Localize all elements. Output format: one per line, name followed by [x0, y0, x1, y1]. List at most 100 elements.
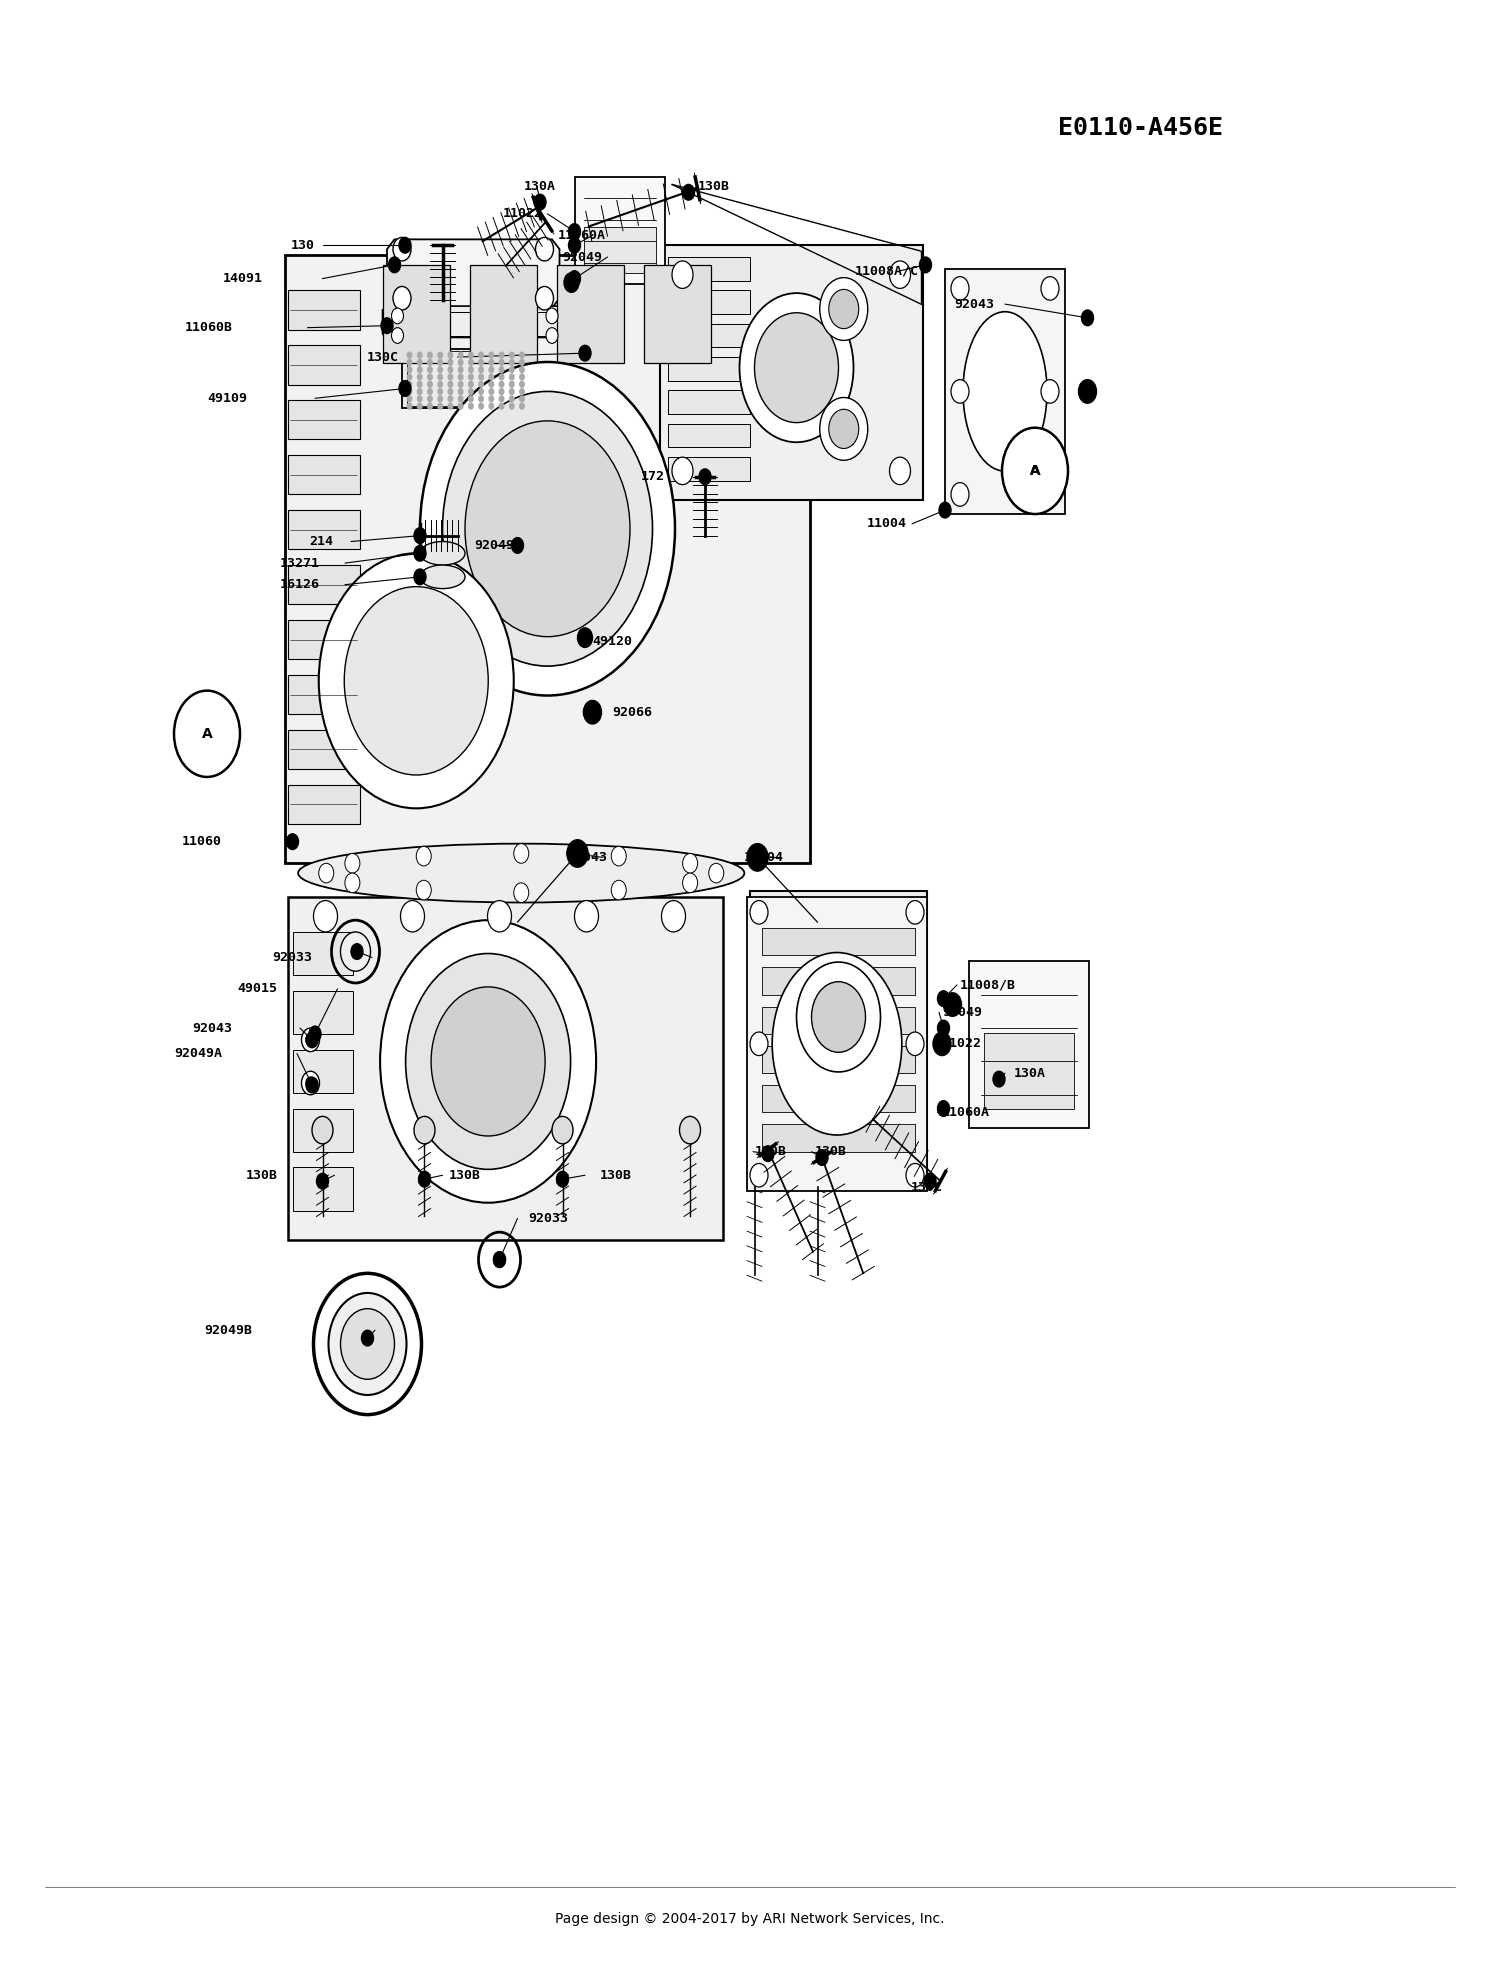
Circle shape [556, 1171, 568, 1187]
Circle shape [478, 396, 483, 402]
Circle shape [414, 545, 426, 561]
Circle shape [448, 367, 453, 373]
Circle shape [489, 367, 494, 373]
FancyBboxPatch shape [288, 345, 360, 385]
FancyBboxPatch shape [644, 265, 711, 363]
Circle shape [468, 388, 472, 394]
Circle shape [939, 502, 951, 518]
Circle shape [752, 850, 764, 865]
Text: 130: 130 [291, 239, 315, 251]
Circle shape [993, 1071, 1005, 1087]
FancyBboxPatch shape [402, 349, 534, 408]
Text: 11060B: 11060B [184, 322, 232, 334]
Text: 11022: 11022 [503, 208, 543, 220]
Text: ARI: ARI [496, 718, 764, 852]
Circle shape [489, 353, 494, 357]
Circle shape [489, 375, 494, 381]
FancyBboxPatch shape [762, 1046, 915, 1073]
Circle shape [427, 402, 432, 410]
Circle shape [938, 1101, 950, 1116]
Circle shape [345, 873, 360, 893]
FancyBboxPatch shape [470, 265, 537, 363]
Circle shape [392, 308, 404, 324]
FancyBboxPatch shape [292, 1050, 352, 1093]
Circle shape [438, 396, 442, 402]
Circle shape [427, 375, 432, 381]
Circle shape [417, 375, 422, 381]
Circle shape [819, 398, 867, 461]
Circle shape [393, 237, 411, 261]
Text: A: A [1030, 465, 1039, 477]
Circle shape [340, 932, 370, 971]
Text: 11060A: 11060A [558, 230, 606, 241]
Text: 11004: 11004 [744, 852, 784, 863]
Circle shape [427, 353, 432, 357]
Circle shape [459, 367, 464, 373]
Circle shape [568, 237, 580, 253]
Circle shape [468, 375, 472, 381]
Circle shape [438, 367, 442, 373]
Circle shape [320, 863, 334, 883]
Circle shape [478, 388, 483, 394]
Circle shape [1041, 379, 1059, 402]
Circle shape [419, 1171, 430, 1187]
Circle shape [906, 901, 924, 924]
Circle shape [381, 318, 393, 334]
Circle shape [442, 392, 652, 667]
Text: 92066: 92066 [612, 706, 652, 718]
Circle shape [494, 1252, 506, 1267]
Circle shape [568, 224, 580, 239]
Circle shape [494, 1252, 506, 1267]
Circle shape [796, 961, 880, 1071]
Circle shape [612, 846, 627, 865]
Circle shape [1082, 310, 1094, 326]
Circle shape [519, 381, 525, 387]
Circle shape [612, 881, 627, 901]
Circle shape [490, 510, 544, 581]
Circle shape [579, 345, 591, 361]
Circle shape [510, 381, 515, 387]
Circle shape [408, 359, 411, 365]
Text: 214: 214 [309, 536, 333, 547]
Text: 92049A: 92049A [174, 1048, 222, 1059]
Circle shape [699, 469, 711, 485]
Circle shape [478, 353, 483, 357]
Ellipse shape [772, 952, 902, 1134]
Circle shape [417, 353, 422, 357]
Circle shape [812, 981, 865, 1052]
Ellipse shape [298, 844, 744, 903]
Circle shape [478, 402, 483, 410]
Circle shape [417, 367, 422, 373]
Text: 172: 172 [640, 471, 664, 483]
FancyBboxPatch shape [668, 290, 750, 314]
Circle shape [427, 367, 432, 373]
Circle shape [951, 277, 969, 300]
Circle shape [448, 381, 453, 387]
Circle shape [513, 883, 528, 903]
Circle shape [584, 704, 596, 720]
FancyBboxPatch shape [556, 265, 624, 363]
FancyBboxPatch shape [292, 932, 352, 975]
Circle shape [318, 553, 513, 808]
Circle shape [417, 388, 422, 394]
Circle shape [500, 396, 504, 402]
FancyBboxPatch shape [969, 961, 1089, 1128]
Circle shape [430, 987, 544, 1136]
FancyBboxPatch shape [762, 967, 915, 995]
FancyBboxPatch shape [660, 245, 922, 500]
Circle shape [417, 381, 422, 387]
Text: 49015: 49015 [237, 983, 278, 995]
Circle shape [906, 1032, 924, 1056]
FancyBboxPatch shape [288, 675, 360, 714]
Circle shape [399, 381, 411, 396]
Circle shape [672, 261, 693, 288]
FancyBboxPatch shape [945, 269, 1065, 514]
FancyBboxPatch shape [762, 928, 915, 955]
FancyBboxPatch shape [288, 510, 360, 549]
Circle shape [438, 375, 442, 381]
Circle shape [427, 396, 432, 402]
Circle shape [459, 381, 464, 387]
Text: 92049B: 92049B [204, 1324, 252, 1336]
Circle shape [427, 388, 432, 394]
Circle shape [708, 863, 723, 883]
